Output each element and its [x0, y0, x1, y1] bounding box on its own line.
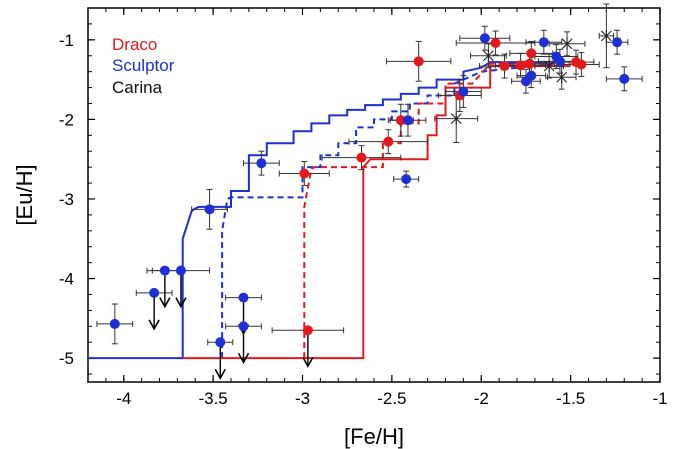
y-tick-label: -5	[59, 349, 74, 368]
y-tick-label: -4	[59, 270, 74, 289]
draco-point	[356, 152, 367, 163]
carina-point	[556, 71, 568, 84]
draco-point	[395, 115, 406, 126]
sculptor-point	[520, 76, 531, 87]
sculptor-point	[109, 318, 120, 329]
carina-point	[600, 29, 612, 42]
sculptor-point	[256, 158, 267, 169]
sculptor-point	[538, 37, 549, 48]
upper-limit-arrowhead	[159, 297, 171, 309]
y-tick-labels: -1 -2 -3 -4 -5	[59, 31, 74, 368]
sculptor-point	[479, 33, 490, 44]
upper-limit-arrowhead	[237, 352, 250, 364]
legend: Draco Sculptor Carina	[112, 35, 175, 97]
sculptor-point	[204, 204, 215, 215]
draco-point	[299, 168, 310, 179]
model-line	[221, 62, 553, 359]
y-axis-title: [Eu/H]	[12, 164, 37, 225]
x-axis-title: [Fe/H]	[344, 424, 404, 449]
x-tick-labels: -4 -3.5 -3 -2.5 -2 -1.5 -1	[116, 389, 667, 408]
draco-point	[490, 38, 501, 49]
sculptor-point	[402, 115, 413, 126]
draco-point	[526, 48, 537, 59]
sculptor-point	[215, 337, 226, 348]
x-tick-label: -1	[652, 389, 667, 408]
draco-point	[413, 56, 424, 67]
carina-point	[450, 112, 462, 125]
sculptor-point	[238, 292, 249, 303]
sculptor-point	[554, 56, 565, 67]
upper-limit-arrowhead	[175, 297, 187, 309]
sculptor-point	[149, 287, 160, 298]
x-tick-label: -1.5	[556, 389, 585, 408]
plot-area	[87, 3, 661, 383]
model-line	[303, 62, 571, 359]
x-tick-label: -2.5	[377, 389, 406, 408]
x-tick-label: -4	[116, 389, 131, 408]
sculptor-point	[159, 265, 170, 276]
upper-limit-arrowhead	[148, 319, 160, 331]
model-lines	[88, 61, 571, 360]
draco-point	[302, 325, 313, 336]
y-tick-label: -3	[59, 190, 74, 209]
model-line	[182, 65, 571, 360]
carina-point	[561, 37, 573, 50]
draco-point	[499, 61, 510, 72]
legend-carina: Carina	[112, 78, 163, 97]
sculptor-point	[175, 265, 186, 276]
sculptor-point	[458, 86, 469, 97]
legend-sculptor: Sculptor	[112, 56, 175, 75]
draco-point	[576, 59, 587, 70]
legend-draco: Draco	[112, 35, 157, 54]
x-tick-label: -3	[295, 389, 310, 408]
upper-limit-arrowhead	[214, 368, 226, 380]
sculptor-point	[619, 73, 630, 84]
sculptor-point	[401, 174, 412, 185]
y-tick-label: -2	[59, 110, 74, 129]
upper-limit-arrowhead	[302, 356, 314, 368]
data-points	[109, 29, 630, 348]
model-line	[88, 61, 553, 360]
sculptor-point	[238, 321, 249, 332]
x-tick-label: -2	[474, 389, 489, 408]
x-tick-label: -3.5	[198, 389, 227, 408]
sculptor-point	[612, 37, 623, 48]
carina-point	[483, 49, 494, 62]
y-tick-label: -1	[59, 31, 74, 50]
draco-point	[524, 58, 535, 69]
carina-point	[543, 60, 555, 73]
draco-point	[515, 60, 526, 71]
draco-point	[383, 136, 394, 147]
axis-ticks	[88, 8, 661, 382]
